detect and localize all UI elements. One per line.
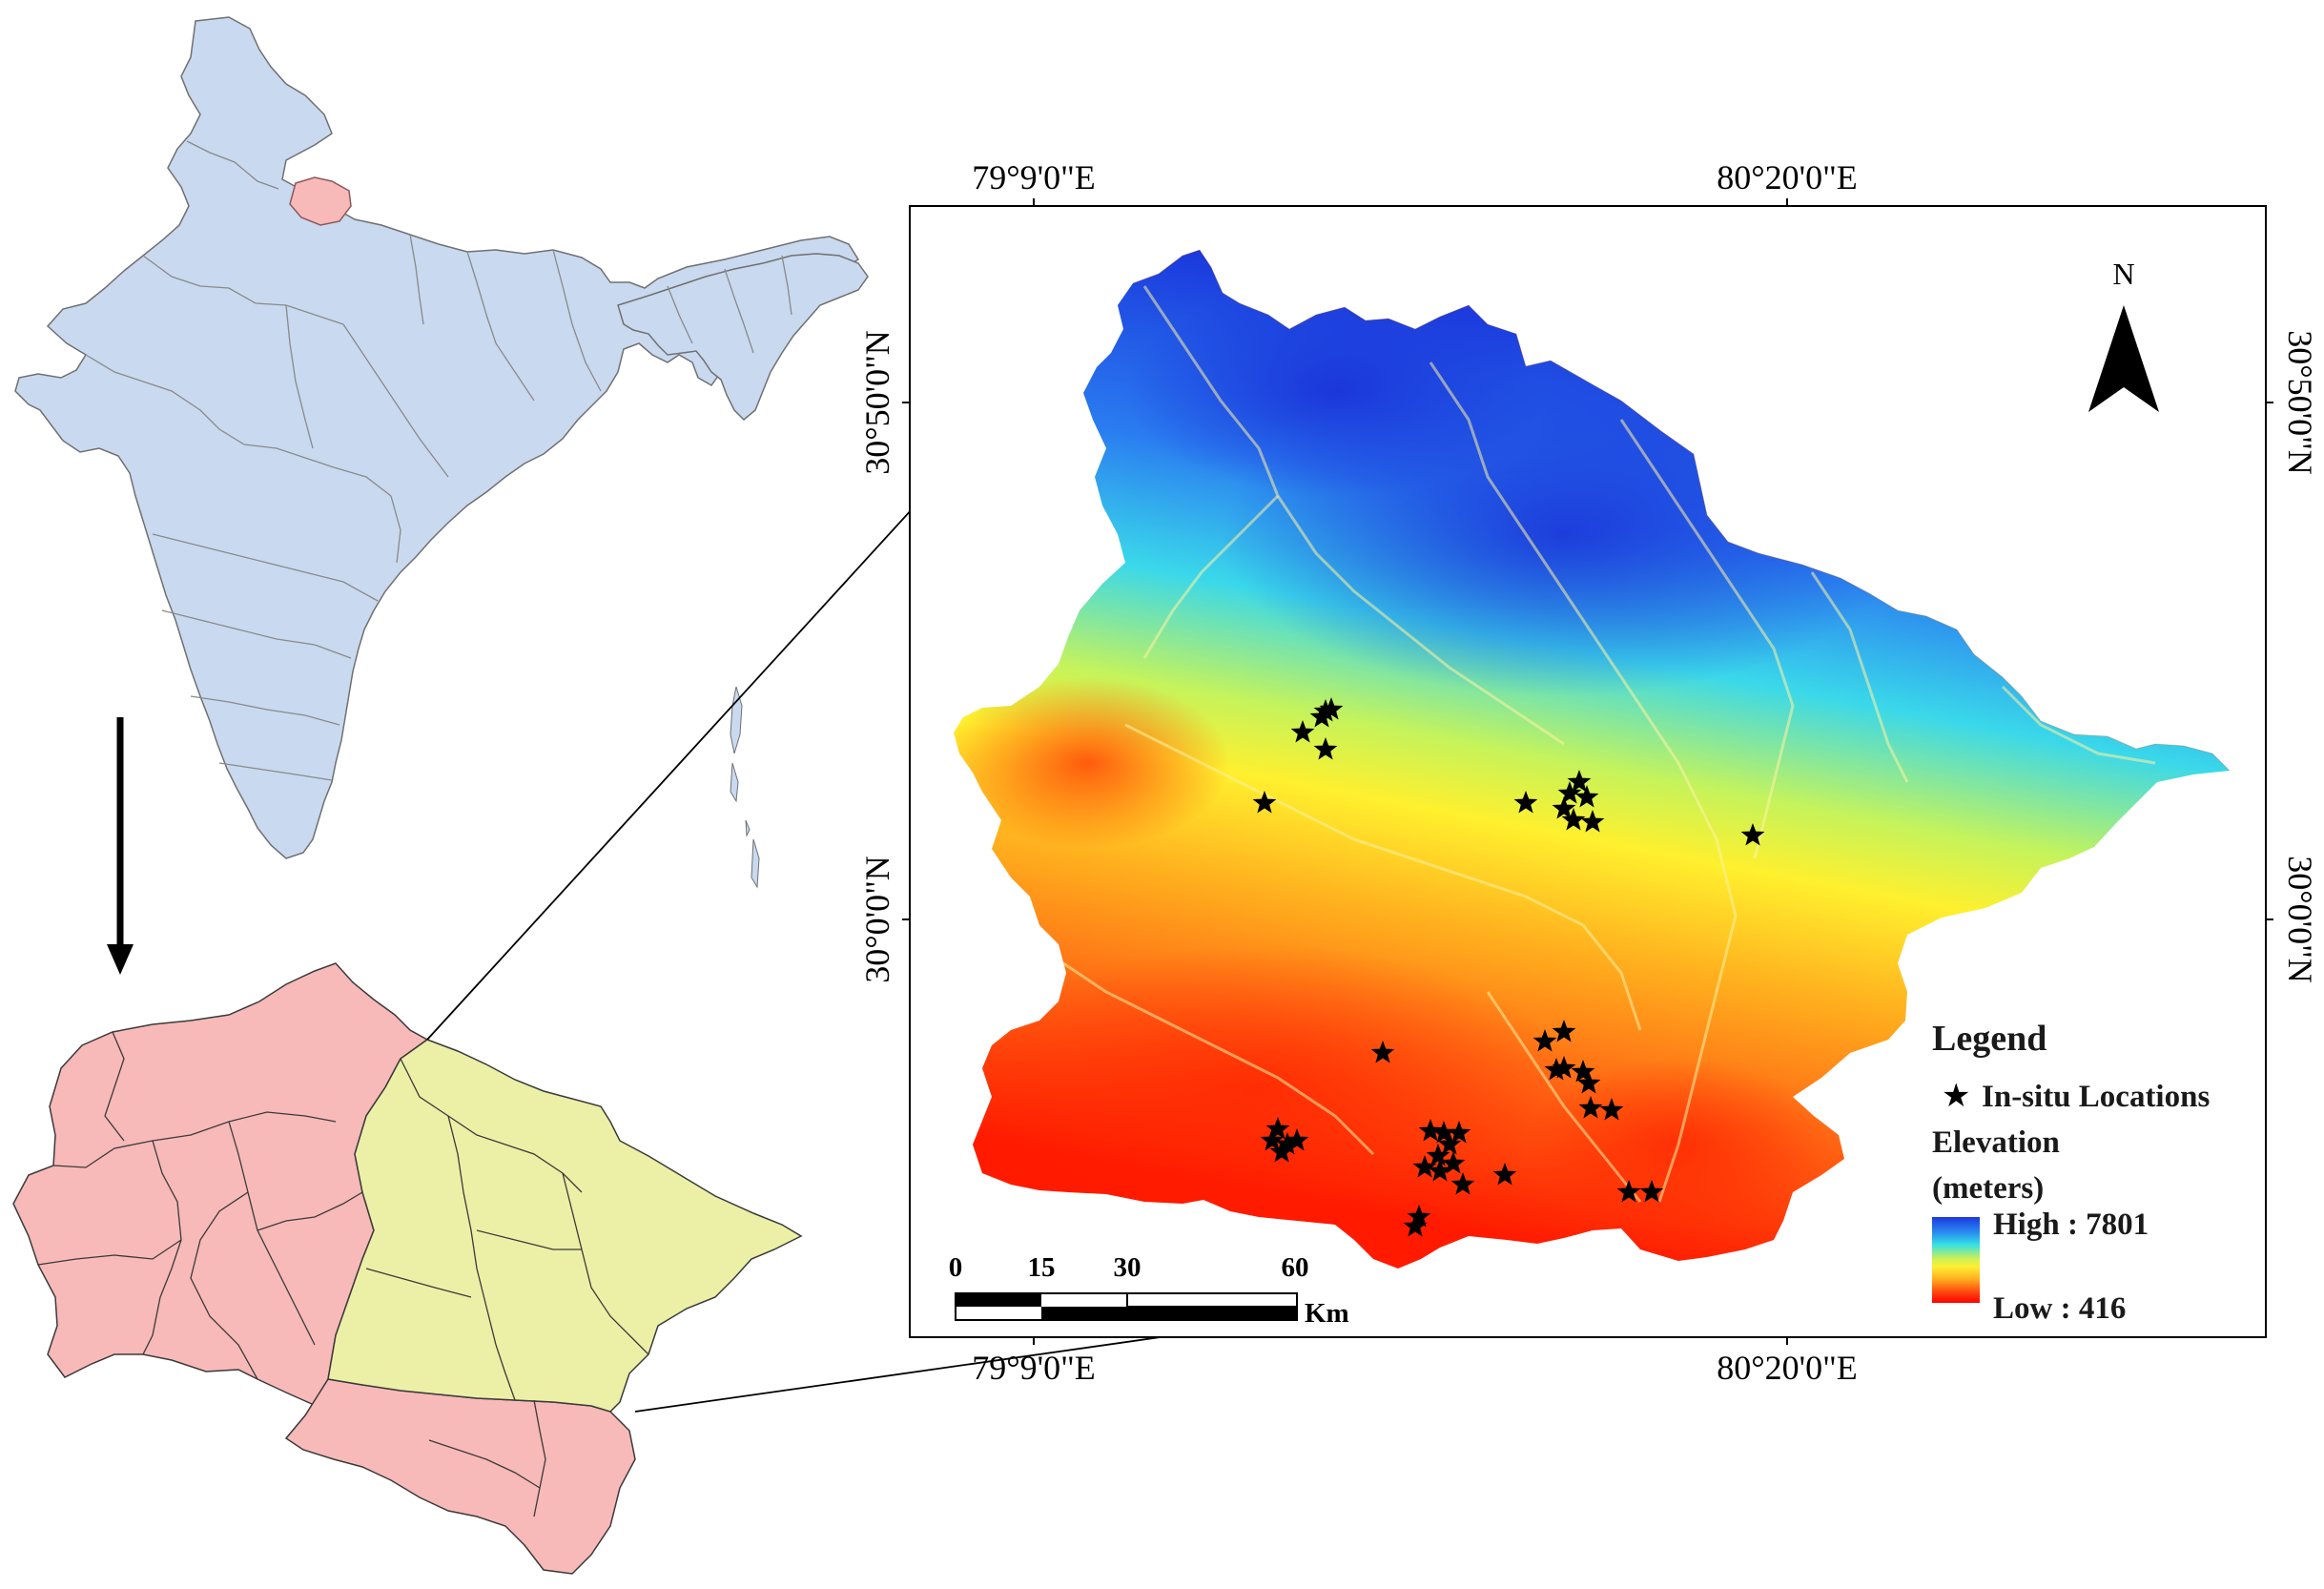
uttarakhand-district-map (12, 962, 803, 1575)
in-situ-location-star-icon (1492, 1163, 1517, 1186)
star-icon: ★ (1942, 1077, 1970, 1115)
in-situ-location-star-icon (1309, 705, 1334, 728)
india-state-boundaries (85, 140, 792, 781)
in-situ-location-star-icon (1313, 737, 1338, 760)
graticule-ticks (902, 198, 2273, 1345)
in-situ-location-star-icon (1428, 1159, 1452, 1182)
legend-low: Low : 416 (1993, 1291, 2126, 1326)
in-situ-location-star-icon (1576, 1071, 1601, 1094)
scale-tick-15: 15 (1028, 1252, 1056, 1283)
north-arrow-icon: N (2088, 257, 2159, 412)
uttarakhand-highlight-small (289, 176, 352, 226)
in-situ-location-star-icon (1370, 1041, 1395, 1063)
dem-outline (1132, 249, 2231, 772)
india-northeast (617, 253, 869, 422)
legend-in-situ: In-situ Locations (1982, 1080, 2210, 1114)
scale-tick-0: 0 (949, 1252, 963, 1283)
in-situ-location-star-icon (1599, 1098, 1624, 1121)
coord-right-upper: 30°50'0"N (2281, 330, 2319, 475)
in-situ-location-star-icon (1407, 1205, 1431, 1228)
in-situ-location-star-icon (1441, 1151, 1466, 1174)
in-situ-location-star-icon (1552, 796, 1576, 819)
in-situ-location-star-icon (1552, 1020, 1576, 1042)
in-situ-location-star-icon (1319, 697, 1344, 720)
scale-unit: Km (1305, 1298, 1349, 1329)
coord-top-right: 80°20'0"E (1717, 158, 1858, 196)
in-situ-location-star-icon (1269, 1140, 1294, 1163)
andaman-islands (730, 686, 760, 889)
in-situ-location-star-icon (1616, 1180, 1641, 1203)
in-situ-location-star-icon (1285, 1128, 1309, 1151)
coord-top-left: 79°9'0"E (972, 158, 1096, 196)
coord-bottom-left: 79°9'0"E (972, 1349, 1096, 1387)
scale-tick-60: 60 (1282, 1252, 1309, 1283)
in-situ-location-star-icon (1431, 1121, 1456, 1144)
coord-left-lower: 30°0'0"N (858, 856, 896, 983)
in-situ-location-star-icon (1450, 1172, 1475, 1195)
india-outline (14, 16, 860, 859)
uttarakhand-kumaon-south (284, 1378, 636, 1575)
in-situ-location-star-icon (1561, 808, 1586, 831)
in-situ-location-star-icon (1740, 823, 1765, 846)
in-situ-location-star-icon (1639, 1180, 1664, 1203)
district-boundaries (37, 1031, 649, 1517)
in-situ-points (1252, 697, 1765, 1237)
in-situ-location-star-icon (1544, 1058, 1569, 1081)
in-situ-location-star-icon (1571, 1060, 1595, 1083)
study-area-districts (327, 1039, 803, 1413)
in-situ-location-star-icon (1265, 1117, 1290, 1140)
down-arrow (107, 717, 134, 975)
in-situ-location-star-icon (1275, 1132, 1300, 1155)
in-situ-location-star-icon (1447, 1121, 1471, 1144)
in-situ-location-star-icon (1532, 1029, 1557, 1052)
elevation-color-ramp (1932, 1217, 1980, 1303)
dem-map-panel: 79°9'0"E 80°20'0"E 79°9'0"E 80°20'0"E 30… (858, 158, 2319, 1387)
scale-bar: 0 15 30 60 Km (949, 1252, 1349, 1329)
legend: Legend ★ In-situ Locations Elevation (me… (1932, 1019, 2210, 1326)
coord-right-lower: 30°0'0"N (2281, 856, 2319, 983)
in-situ-location-star-icon (1513, 791, 1538, 814)
in-situ-location-star-icon (1552, 1056, 1576, 1079)
drainage-lines (1048, 285, 2156, 1203)
legend-title: Legend (1932, 1019, 2046, 1059)
in-situ-location-star-icon (1580, 810, 1605, 833)
in-situ-location-star-icon (1260, 1128, 1285, 1151)
coord-left-upper: 30°50'0"N (858, 330, 896, 475)
legend-elevation: Elevation (1932, 1125, 2060, 1160)
legend-high: High : 7801 (1993, 1207, 2149, 1242)
scale-tick-30: 30 (1114, 1252, 1141, 1283)
in-situ-location-star-icon (1574, 785, 1599, 808)
in-situ-location-star-icon (1557, 781, 1582, 804)
in-situ-location-star-icon (1426, 1144, 1450, 1166)
in-situ-location-star-icon (1437, 1132, 1462, 1155)
in-situ-location-star-icon (1578, 1096, 1603, 1119)
coord-bottom-right: 80°20'0"E (1717, 1349, 1858, 1387)
in-situ-location-star-icon (1290, 720, 1315, 743)
in-situ-location-star-icon (1567, 770, 1592, 793)
north-label: N (2112, 257, 2134, 291)
in-situ-location-star-icon (1252, 791, 1277, 814)
in-situ-location-star-icon (1412, 1155, 1437, 1178)
in-situ-location-star-icon (1403, 1214, 1428, 1237)
india-map (14, 16, 869, 889)
legend-elevation-unit: (meters) (1932, 1171, 2044, 1206)
in-situ-location-star-icon (1418, 1119, 1443, 1142)
